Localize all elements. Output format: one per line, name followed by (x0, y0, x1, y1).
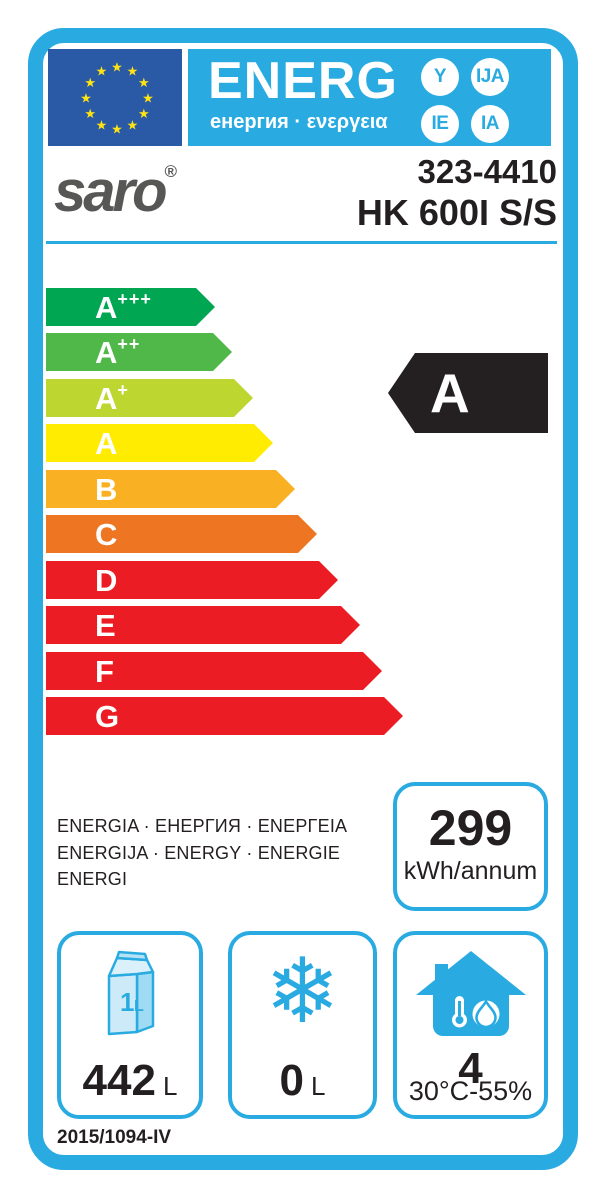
eu-star-icon: ★ (80, 91, 92, 106)
eu-star-icon: ★ (111, 122, 123, 137)
fridge-capacity-box: 1 L 442 L (57, 931, 203, 1119)
energy-class-letter: A (95, 289, 118, 325)
language-badge-ia: IA (471, 105, 509, 143)
energy-class-arrow-d: D (46, 561, 338, 599)
eu-star-icon: ★ (96, 64, 108, 79)
brand-logo-text: saro (54, 159, 168, 224)
fridge-volume-unit: L (162, 1071, 178, 1101)
eu-star-icon: ★ (138, 75, 150, 90)
energy-class-arrow-b: B (46, 470, 295, 508)
energ-header: ENERG енергия · ενεργεια Y IJA IE IA (188, 49, 551, 146)
energy-class-plus-marks: ++ (117, 334, 141, 354)
selected-class-letter: A (430, 361, 470, 424)
selected-class-arrow: A (388, 353, 548, 433)
language-badge-y: Y (421, 58, 459, 96)
brand-logo: saro® (54, 163, 177, 221)
header-divider (46, 241, 557, 244)
energy-class-letter: C (95, 516, 118, 552)
energy-words-line: ENERGI (57, 869, 128, 889)
carton-volume-unit: L (134, 998, 144, 1015)
energy-class-arrow-a+: A + (46, 379, 253, 417)
annual-consumption-box: 299 kWh/annum (393, 782, 548, 911)
eu-flag-icon: ★ ★ ★ ★ ★ ★ ★ ★ ★ ★ ★ ★ (48, 49, 182, 146)
energy-class-letter: F (95, 653, 114, 689)
climate-class-box: 4 30°C-55% (393, 931, 548, 1119)
energy-class-arrow-g: G (46, 697, 403, 735)
eu-star-icon: ★ (84, 106, 96, 121)
registered-trademark-icon: ® (164, 162, 178, 181)
milk-carton-icon: 1 L (107, 950, 155, 1036)
eu-star-icon: ★ (96, 117, 108, 132)
eu-star-icon: ★ (111, 60, 123, 75)
freezer-capacity-box: ❄ 0 L (228, 931, 377, 1119)
energy-class-scale: A +++ A ++ A + A B C D E F G (46, 288, 426, 738)
energy-class-arrow-e: E (46, 606, 360, 644)
energy-class-arrow-f: F (46, 652, 382, 690)
fridge-volume: 442 L (61, 1059, 199, 1103)
energ-subtitle: енергия · ενεργεια (210, 111, 388, 133)
energy-class-letter: D (95, 562, 118, 598)
house-climate-icon (415, 951, 526, 1036)
model-block: 323-4410 HK 600I S/S (357, 153, 557, 234)
energy-class-plus-marks: + (117, 380, 129, 400)
eu-star-icon: ★ (84, 75, 96, 90)
climate-class-range: 30°C-55% (408, 1076, 533, 1106)
energy-class-letter: B (95, 471, 118, 507)
climate-class-value: 4 (458, 1044, 483, 1093)
energ-title: ENERG (208, 52, 398, 110)
energy-class-letter: E (95, 607, 116, 643)
language-badge-ie: IE (421, 105, 459, 143)
freezer-volume: 0 L (232, 1059, 373, 1103)
energy-class-arrow-a+++: A +++ (46, 288, 215, 326)
energy-class-arrow-a++: A ++ (46, 333, 232, 371)
energy-words-line: ENERGIA · ЕНЕРГИЯ · ΕΝΕΡΓΕΙΑ (57, 816, 348, 836)
energy-class-letter: A (95, 425, 118, 461)
eu-star-icon: ★ (138, 106, 150, 121)
energy-words: ENERGIA · ЕНЕРГИЯ · ΕΝΕΡΓΕΙΑ ENERGIJA · … (57, 813, 347, 893)
freezer-volume-unit: L (311, 1071, 326, 1101)
carton-volume-label: 1 (120, 987, 134, 1017)
eu-star-icon: ★ (127, 64, 139, 79)
energy-class-letter: A (95, 380, 118, 416)
eu-star-icon: ★ (127, 117, 139, 132)
model-name: HK 600I S/S (356, 191, 557, 233)
annual-consumption-unit: kWh/annum (403, 857, 538, 885)
energy-class-plus-marks: +++ (117, 289, 152, 309)
regulation-reference: 2015/1094-IV (57, 1127, 172, 1148)
label-border-frame (28, 28, 578, 1170)
freezer-volume-value: 0 (279, 1056, 304, 1105)
energy-words-line: ENERGIJA · ENERGY · ENERGIE (57, 842, 341, 863)
energy-class-letter: G (95, 698, 120, 734)
energy-class-arrow-a: A (46, 424, 273, 462)
fridge-volume-value: 442 (82, 1056, 156, 1105)
language-badge-ija: IJA (471, 58, 509, 96)
snowflake-icon: ❄ (264, 939, 341, 1044)
eu-star-icon: ★ (142, 91, 154, 106)
energy-class-arrow-c: C (46, 515, 317, 553)
annual-consumption-value: 299 (428, 800, 513, 856)
energy-class-letter: A (95, 334, 118, 370)
article-number: 323-4410 (417, 153, 557, 190)
